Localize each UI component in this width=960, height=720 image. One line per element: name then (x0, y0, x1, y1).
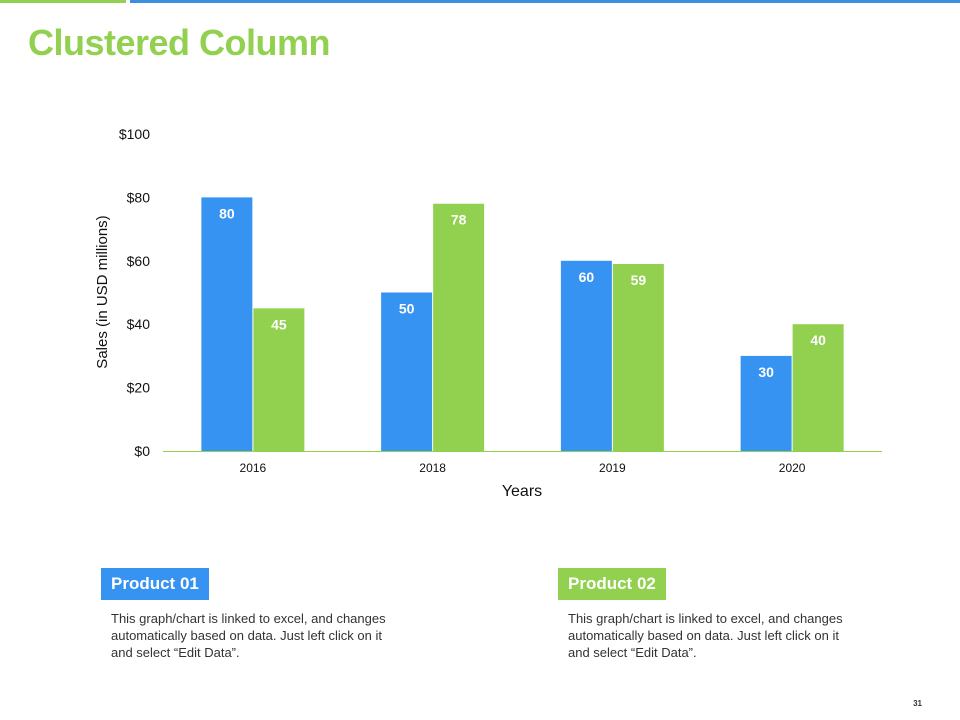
x-tick-label: 2019 (599, 461, 626, 475)
x-axis-title: Years (502, 483, 542, 500)
product-01-label: Product 01 (101, 568, 209, 600)
bar[interactable] (560, 260, 612, 451)
product-02-card: Product 02 This graph/chart is linked to… (558, 568, 858, 661)
y-tick-label: $40 (127, 316, 151, 332)
data-label: 50 (399, 301, 415, 317)
y-tick-label: $100 (119, 126, 150, 142)
bar[interactable] (612, 263, 664, 451)
bar[interactable] (433, 203, 485, 451)
product-02-description: This graph/chart is linked to excel, and… (568, 611, 843, 660)
top-accent-line-green (0, 0, 126, 3)
data-label: 30 (758, 364, 774, 380)
data-label: 59 (631, 272, 647, 288)
page-title: Clustered Column (28, 22, 331, 63)
page-number: 31 (913, 699, 922, 708)
data-label: 60 (579, 269, 595, 285)
product-01-description: This graph/chart is linked to excel, and… (111, 611, 386, 660)
clustered-column-chart[interactable]: $0 $20 $40 $60 $80 $100 80 45 2016 50 78 2018 60 59 20… (0, 0, 960, 520)
bar[interactable] (381, 292, 433, 452)
top-accent-line-blue (130, 0, 960, 3)
bar[interactable] (253, 308, 305, 451)
y-tick-label: $20 (127, 380, 151, 396)
bar[interactable] (201, 197, 253, 451)
x-tick-label: 2018 (419, 461, 446, 475)
product-01-card: Product 01 This graph/chart is linked to… (101, 568, 401, 661)
y-axis-title: Sales (in USD millions) (94, 215, 111, 368)
data-label: 40 (810, 332, 826, 348)
bar[interactable] (792, 324, 844, 451)
y-tick-label: $60 (127, 253, 151, 269)
x-tick-label: 2016 (240, 461, 267, 475)
data-label: 78 (451, 212, 467, 228)
bar[interactable] (740, 355, 792, 451)
data-label: 80 (219, 205, 235, 221)
y-tick-label: $0 (134, 443, 150, 459)
y-tick-label: $80 (127, 189, 151, 205)
product-02-label: Product 02 (558, 568, 666, 600)
x-tick-label: 2020 (779, 461, 806, 475)
data-label: 45 (271, 316, 287, 332)
